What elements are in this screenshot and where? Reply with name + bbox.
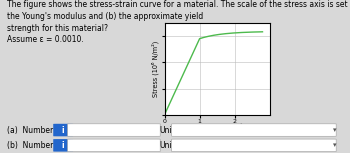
FancyBboxPatch shape: [172, 139, 336, 152]
Text: The figure shows the stress-strain curve for a material. The scale of the stress: The figure shows the stress-strain curve…: [7, 0, 350, 44]
Text: $\times10^{-3}$: $\times10^{-3}$: [225, 121, 244, 131]
Text: (b)  Number: (b) Number: [7, 141, 53, 150]
FancyBboxPatch shape: [68, 124, 160, 136]
Text: i: i: [62, 126, 64, 134]
X-axis label: Strain: Strain: [206, 125, 228, 131]
Text: (a)  Number: (a) Number: [7, 126, 53, 134]
FancyBboxPatch shape: [53, 124, 73, 136]
FancyBboxPatch shape: [172, 124, 336, 136]
Y-axis label: Stress (10⁶ N/m²): Stress (10⁶ N/m²): [152, 41, 159, 97]
Text: Units: Units: [160, 126, 179, 134]
Text: Units: Units: [160, 141, 179, 150]
FancyBboxPatch shape: [68, 139, 160, 152]
Text: ▾: ▾: [333, 142, 336, 148]
Text: i: i: [62, 141, 64, 150]
Text: ▾: ▾: [333, 127, 336, 133]
FancyBboxPatch shape: [53, 139, 73, 152]
